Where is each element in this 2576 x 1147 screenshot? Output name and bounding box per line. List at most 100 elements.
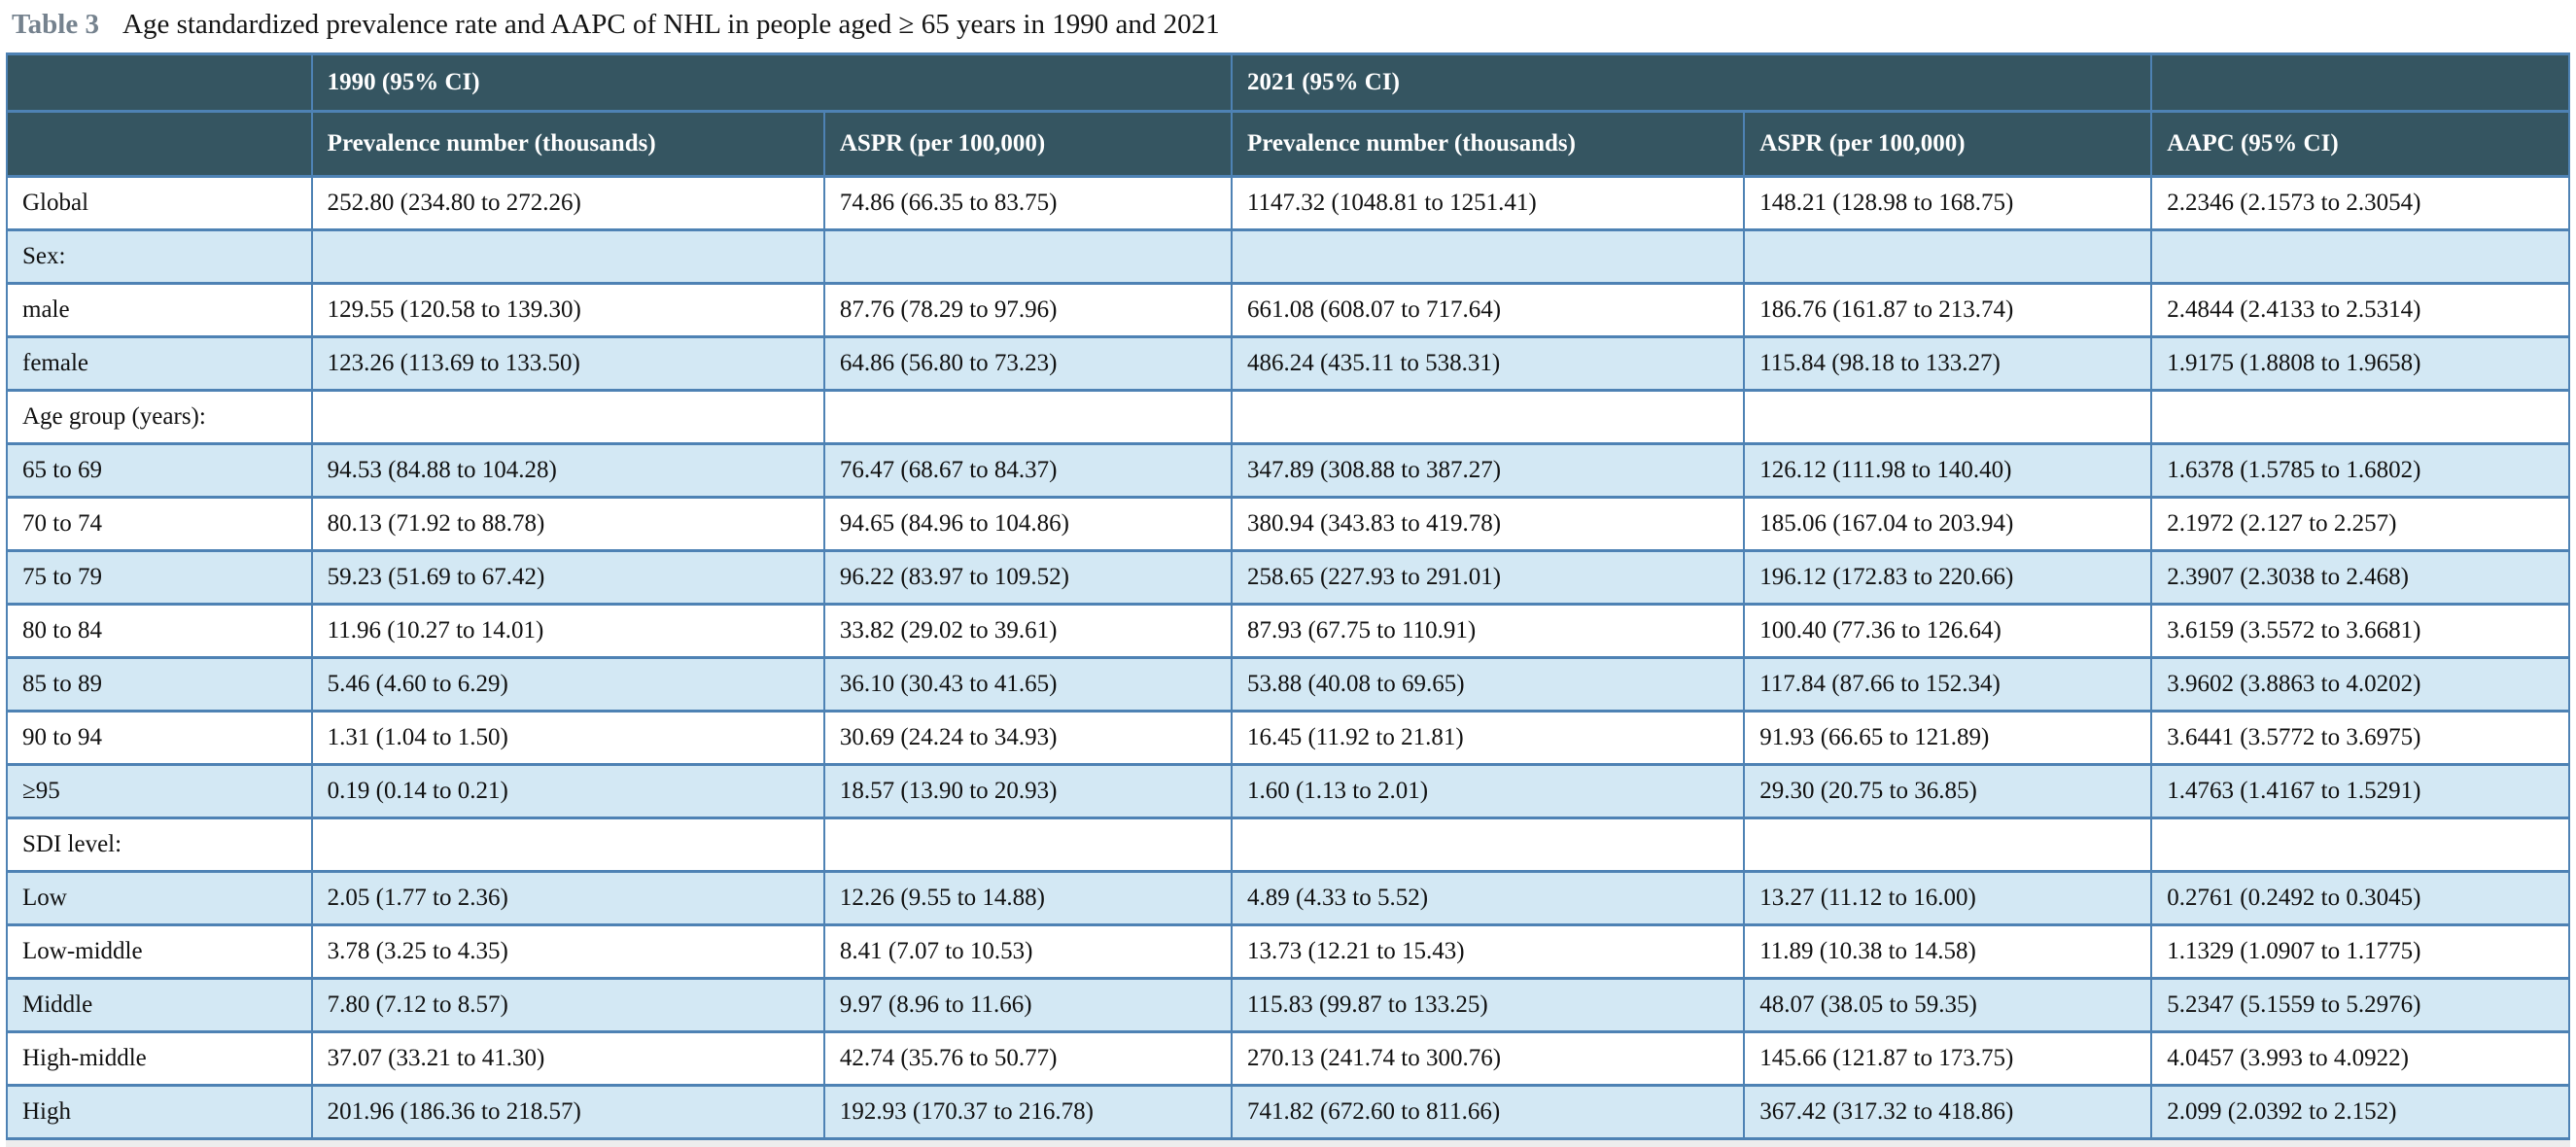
table-row-85-89: 85 to 89 5.46 (4.60 to 6.29) 36.10 (30.4…: [6, 656, 2570, 713]
aspr-2021-cell: 115.84 (98.18 to 133.27): [1743, 335, 2153, 392]
aapc-cell: 3.6159 (3.5572 to 3.6681): [2150, 603, 2570, 659]
row-label: Middle: [6, 977, 313, 1033]
aspr-1990-cell: 87.76 (78.29 to 97.96): [822, 282, 1233, 338]
table-row-middle: Middle 7.80 (7.12 to 8.57) 9.97 (8.96 to…: [6, 977, 2570, 1033]
aspr-2021-cell: [1743, 389, 2153, 445]
table-row-75-79: 75 to 79 59.23 (51.69 to 67.42) 96.22 (8…: [6, 549, 2570, 606]
aspr-2021-cell: 48.07 (38.05 to 59.35): [1743, 977, 2153, 1033]
aspr-1990-cell: 33.82 (29.02 to 39.61): [822, 603, 1233, 659]
aapc-cell: 2.2346 (2.1573 to 2.3054): [2150, 175, 2570, 231]
aspr-1990-cell: 36.10 (30.43 to 41.65): [822, 656, 1233, 713]
aspr-2021-cell: 13.27 (11.12 to 16.00): [1743, 870, 2153, 926]
aapc-cell: [2150, 817, 2570, 873]
aapc-cell: 4.0457 (3.993 to 4.0922): [2150, 1030, 2570, 1087]
aapc-cell: 0.2761 (0.2492 to 0.3045): [2150, 870, 2570, 926]
prevalence-1990-cell: 5.46 (4.60 to 6.29): [310, 656, 825, 713]
header-columns-row: Prevalence number (thousands) ASPR (per …: [6, 110, 2570, 178]
row-label: 65 to 69: [6, 442, 313, 499]
prevalence-2021-cell: 115.83 (99.87 to 133.25): [1230, 977, 1746, 1033]
aapc-cell: 2.1972 (2.127 to 2.257): [2150, 496, 2570, 552]
table-row-high: High 201.96 (186.36 to 218.57) 192.93 (1…: [6, 1084, 2570, 1140]
table-row-70-74: 70 to 74 80.13 (71.92 to 88.78) 94.65 (8…: [6, 496, 2570, 552]
header-prevalence-1990: Prevalence number (thousands): [310, 110, 825, 178]
aspr-1990-cell: 9.97 (8.96 to 11.66): [822, 977, 1233, 1033]
aapc-cell: 5.2347 (5.1559 to 5.2976): [2150, 977, 2570, 1033]
prevalence-2021-cell: 1147.32 (1048.81 to 1251.41): [1230, 175, 1746, 231]
table-row-female: female 123.26 (113.69 to 133.50) 64.86 (…: [6, 335, 2570, 392]
prevalence-2021-cell: [1230, 817, 1746, 873]
header-aspr-2021: ASPR (per 100,000): [1743, 110, 2153, 178]
header-prevalence-2021: Prevalence number (thousands): [1230, 110, 1746, 178]
prevalence-aapc-table: 1990 (95% CI) 2021 (95% CI) Prevalence n…: [6, 52, 2570, 1140]
table-row-95-plus: ≥95 0.19 (0.14 to 0.21) 18.57 (13.90 to …: [6, 763, 2570, 819]
aapc-cell: 3.6441 (3.5772 to 3.6975): [2150, 710, 2570, 766]
aspr-2021-cell: [1743, 817, 2153, 873]
prevalence-1990-cell: [310, 228, 825, 285]
table-caption-text: Age standardized prevalence rate and AAP…: [122, 9, 1220, 40]
prevalence-2021-cell: 1.60 (1.13 to 2.01): [1230, 763, 1746, 819]
aapc-cell: 1.4763 (1.4167 to 1.5291): [2150, 763, 2570, 819]
aspr-1990-cell: 12.26 (9.55 to 14.88): [822, 870, 1233, 926]
aspr-2021-cell: 11.89 (10.38 to 14.58): [1743, 923, 2153, 980]
prevalence-1990-cell: [310, 817, 825, 873]
aspr-2021-cell: 185.06 (167.04 to 203.94): [1743, 496, 2153, 552]
prevalence-2021-cell: 661.08 (608.07 to 717.64): [1230, 282, 1746, 338]
aapc-cell: 3.9602 (3.8863 to 4.0202): [2150, 656, 2570, 713]
row-label: Sex:: [6, 228, 313, 285]
prevalence-1990-cell: 123.26 (113.69 to 133.50): [310, 335, 825, 392]
row-label: High: [6, 1084, 313, 1140]
prevalence-2021-cell: 380.94 (343.83 to 419.78): [1230, 496, 1746, 552]
prevalence-1990-cell: 129.55 (120.58 to 139.30): [310, 282, 825, 338]
aspr-2021-cell: 196.12 (172.83 to 220.66): [1743, 549, 2153, 606]
table-row-80-84: 80 to 84 11.96 (10.27 to 14.01) 33.82 (2…: [6, 603, 2570, 659]
aspr-2021-cell: [1743, 228, 2153, 285]
table-row-male: male 129.55 (120.58 to 139.30) 87.76 (78…: [6, 282, 2570, 338]
table-caption: Table 3 Age standardized prevalence rate …: [0, 0, 2576, 41]
prevalence-2021-cell: [1230, 389, 1746, 445]
cut-off-footnote-strip: [6, 1140, 2570, 1147]
prevalence-2021-cell: [1230, 228, 1746, 285]
row-label: 75 to 79: [6, 549, 313, 606]
prevalence-2021-cell: 4.89 (4.33 to 5.52): [1230, 870, 1746, 926]
table-row-agegroup-section: Age group (years):: [6, 389, 2570, 445]
row-label: 85 to 89: [6, 656, 313, 713]
aapc-cell: 1.6378 (1.5785 to 1.6802): [2150, 442, 2570, 499]
row-label: 80 to 84: [6, 603, 313, 659]
header-aspr-1990: ASPR (per 100,000): [822, 110, 1233, 178]
row-label: male: [6, 282, 313, 338]
aspr-1990-cell: 94.65 (84.96 to 104.86): [822, 496, 1233, 552]
aspr-2021-cell: 148.21 (128.98 to 168.75): [1743, 175, 2153, 231]
prevalence-1990-cell: 3.78 (3.25 to 4.35): [310, 923, 825, 980]
header-group-2021: 2021 (95% CI): [1230, 52, 2153, 113]
aspr-2021-cell: 100.40 (77.36 to 126.64): [1743, 603, 2153, 659]
aspr-1990-cell: [822, 817, 1233, 873]
row-label: Global: [6, 175, 313, 231]
prevalence-1990-cell: 7.80 (7.12 to 8.57): [310, 977, 825, 1033]
aspr-2021-cell: 367.42 (317.32 to 418.86): [1743, 1084, 2153, 1140]
prevalence-2021-cell: 486.24 (435.11 to 538.31): [1230, 335, 1746, 392]
aspr-1990-cell: 76.47 (68.67 to 84.37): [822, 442, 1233, 499]
aspr-2021-cell: 126.12 (111.98 to 140.40): [1743, 442, 2153, 499]
aspr-1990-cell: [822, 389, 1233, 445]
aspr-2021-cell: 29.30 (20.75 to 36.85): [1743, 763, 2153, 819]
aspr-1990-cell: 74.86 (66.35 to 83.75): [822, 175, 1233, 231]
aapc-cell: 2.099 (2.0392 to 2.152): [2150, 1084, 2570, 1140]
aspr-1990-cell: 30.69 (24.24 to 34.93): [822, 710, 1233, 766]
aspr-1990-cell: 18.57 (13.90 to 20.93): [822, 763, 1233, 819]
prevalence-1990-cell: 11.96 (10.27 to 14.01): [310, 603, 825, 659]
header-group-row: 1990 (95% CI) 2021 (95% CI): [6, 52, 2570, 113]
aspr-1990-cell: 8.41 (7.07 to 10.53): [822, 923, 1233, 980]
row-label: Low-middle: [6, 923, 313, 980]
aapc-cell: 1.9175 (1.8808 to 1.9658): [2150, 335, 2570, 392]
prevalence-2021-cell: 258.65 (227.93 to 291.01): [1230, 549, 1746, 606]
table-row-low-middle: Low-middle 3.78 (3.25 to 4.35) 8.41 (7.0…: [6, 923, 2570, 980]
header-group-1990: 1990 (95% CI): [310, 52, 1233, 113]
table-row-global: Global 252.80 (234.80 to 272.26) 74.86 (…: [6, 175, 2570, 231]
aspr-1990-cell: 96.22 (83.97 to 109.52): [822, 549, 1233, 606]
prevalence-1990-cell: 59.23 (51.69 to 67.42): [310, 549, 825, 606]
prevalence-1990-cell: [310, 389, 825, 445]
aspr-2021-cell: 91.93 (66.65 to 121.89): [1743, 710, 2153, 766]
aapc-cell: [2150, 389, 2570, 445]
prevalence-2021-cell: 87.93 (67.75 to 110.91): [1230, 603, 1746, 659]
aspr-1990-cell: 42.74 (35.76 to 50.77): [822, 1030, 1233, 1087]
